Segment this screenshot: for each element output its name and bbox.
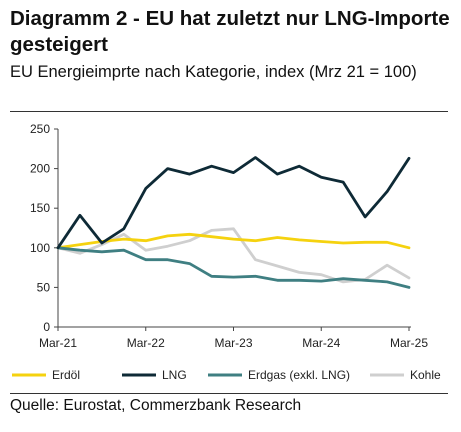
chart-series (56, 156, 411, 289)
series-line-4 (56, 227, 411, 284)
y-tick-label: 200 (30, 162, 50, 176)
chart-title: Diagramm 2 - EU hat zuletzt nur LNG-Impo… (10, 7, 450, 56)
bottom-divider (10, 393, 448, 394)
y-tick-label: 50 (37, 280, 51, 294)
legend-label-3: Erdgas (exkl. LNG) (248, 368, 350, 382)
x-tick-label: Mar-22 (127, 336, 165, 350)
y-tick-label: 150 (30, 201, 50, 215)
chart-legend: Erdöl LNG Erdgas (exkl. LNG) Kohle (12, 368, 441, 382)
x-tick-label: Mar-25 (390, 336, 428, 350)
y-tick-label: 250 (30, 122, 50, 136)
y-tick-label: 100 (30, 241, 50, 255)
series-line-1 (56, 232, 411, 250)
series-line-2 (56, 156, 411, 250)
chart-subtitle: EU Energieimprte nach Kategorie, index (… (10, 63, 417, 81)
legend-label-1: Erdöl (52, 368, 80, 382)
y-tick-label: 0 (43, 320, 50, 334)
x-tick-label: Mar-23 (214, 336, 252, 350)
top-divider (10, 111, 448, 112)
legend-label-4: Kohle (410, 368, 441, 382)
line-chart: 0 50 100 150 200 250 Mar-21 Mar-22 Mar-23 Mar-24 M… (12, 122, 441, 382)
x-tick-label: Mar-24 (302, 336, 340, 350)
chart-axes: 0 50 100 150 200 250 Mar-21 Mar-22 Mar-23 Mar-24 M… (30, 122, 428, 350)
x-tick-label: Mar-21 (39, 336, 77, 350)
source-note: Quelle: Eurostat, Commerzbank Research (10, 397, 302, 414)
series-line-3 (56, 246, 411, 289)
legend-label-2: LNG (162, 368, 187, 382)
